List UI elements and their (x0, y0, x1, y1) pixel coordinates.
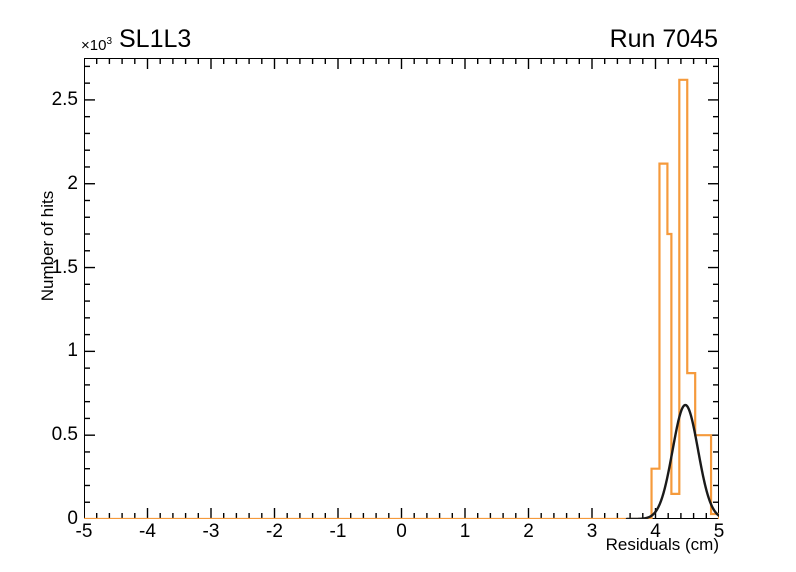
plot-frame (84, 58, 719, 519)
exponent-prefix: ×10 (81, 37, 107, 54)
x-tick-label: 1 (459, 521, 471, 542)
x-tick-label: 2 (523, 521, 534, 542)
y-tick-label: 2.5 (51, 88, 78, 110)
y-tick-label: 0.5 (51, 424, 78, 446)
x-tick-label: 3 (586, 521, 598, 542)
axis-ticks (84, 58, 719, 519)
plot-canvas (84, 58, 719, 519)
x-tick-label: 4 (650, 521, 661, 542)
x-tick-label: -3 (202, 521, 220, 542)
y-tick-label: 1.5 (51, 256, 78, 278)
histogram-step-curve (84, 78, 719, 519)
run-label: Run 7045 (609, 25, 718, 53)
x-tick-label: -1 (329, 521, 347, 542)
x-tick-label: -2 (266, 521, 283, 542)
y-tick-label: 1 (67, 340, 78, 362)
exponent-power: 3 (106, 36, 113, 47)
x-tick-label: 5 (713, 521, 725, 542)
page-title: SL1L3 (119, 25, 192, 53)
gaussian-fit-curve (625, 403, 719, 519)
y-tick-label: 0 (67, 508, 78, 529)
y-tick-label: 2 (67, 172, 78, 194)
x-tick-label: -4 (139, 521, 156, 542)
x-tick-label: 0 (396, 521, 407, 542)
x-axis-title: Residuals (cm) (605, 535, 719, 554)
y-axis-exponent-label: ×103 (81, 34, 112, 53)
y-axis-title: Number of hits (38, 190, 57, 302)
x-tick-label: -5 (75, 521, 93, 542)
